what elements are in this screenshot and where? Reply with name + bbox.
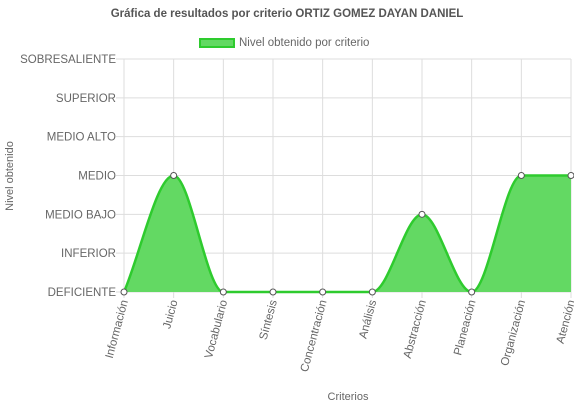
legend[interactable]: Nivel obtenido por criterio (199, 37, 369, 49)
legend-swatch (199, 38, 235, 48)
x-tick-label: Planeación (452, 299, 478, 357)
data-point-7[interactable] (468, 288, 476, 296)
data-point-3[interactable] (269, 288, 277, 296)
data-point-8[interactable] (517, 172, 525, 179)
y-tick-label: MEDIO ALTO (47, 132, 116, 144)
data-point-4[interactable] (319, 288, 327, 296)
data-point-5[interactable] (368, 288, 376, 296)
x-axis-title: Criterios (328, 391, 369, 403)
y-tick-label: INFERIOR (61, 248, 116, 260)
x-tick-label: Organización (499, 299, 528, 368)
x-tick-label: Información (104, 299, 131, 360)
data-point-1[interactable] (170, 172, 178, 179)
data-point-0[interactable] (120, 288, 128, 296)
x-tick-label: Vocabulario (203, 299, 230, 360)
y-tick-labels: DEFICIENTE INFERIOR MEDIO BAJO MEDIO MEDIO A… (20, 54, 116, 299)
data-point-2[interactable] (219, 288, 227, 296)
series-line (122, 174, 571, 294)
data-point-6[interactable] (418, 210, 426, 218)
x-tick-label: Síntesis (258, 298, 280, 341)
series-area (124, 175, 571, 292)
x-tick-label: Juicio (161, 299, 180, 331)
data-point-9[interactable] (567, 172, 574, 179)
x-tick-label: Abstracción (402, 299, 429, 360)
x-tick-labels: Información Juicio Vocabulario Síntesis Conc… (104, 298, 574, 373)
x-tick-label: Atención (555, 299, 574, 345)
y-tick-label: MEDIO BAJO (45, 209, 116, 221)
y-tick-label: MEDIO (78, 171, 116, 183)
y-tick-label: SUPERIOR (56, 93, 116, 105)
data-points (120, 172, 574, 296)
y-tick-label: SOBRESALIENTE (20, 54, 116, 66)
chart-title: Gráfica de resultados por criterio ORTIZ… (110, 8, 464, 20)
x-tick-label: Análisis (357, 298, 379, 340)
legend-label: Nivel obtenido por criterio (239, 37, 370, 49)
x-tick-label: Concentración (299, 299, 330, 374)
y-axis-title: Nivel obtenido (4, 141, 16, 211)
y-tick-label: DEFICIENTE (48, 287, 117, 299)
